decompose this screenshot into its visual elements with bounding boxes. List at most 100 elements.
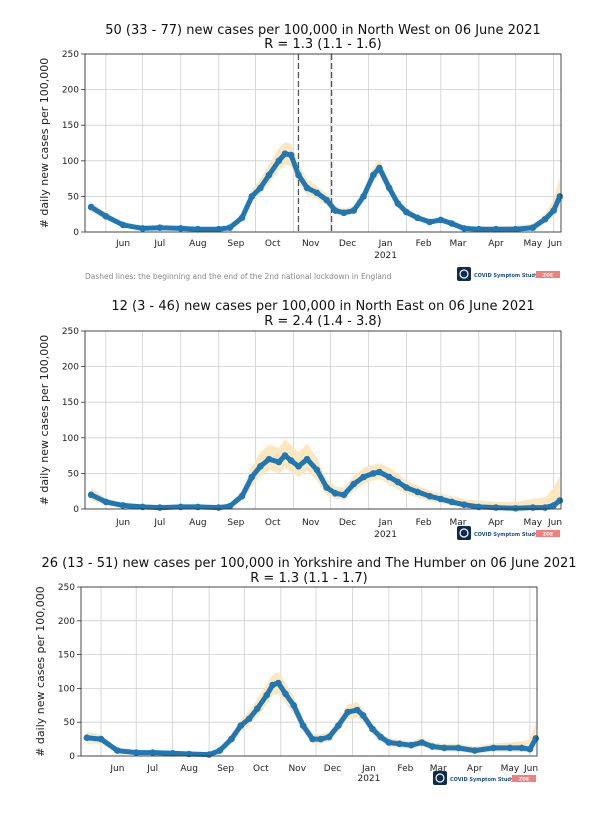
data-point: [303, 455, 311, 463]
x-tick-label: Oct: [265, 239, 281, 249]
y-tick-label: 200: [62, 363, 79, 373]
data-point: [414, 488, 421, 496]
x-tick-label: Aug: [180, 764, 198, 774]
data-point: [323, 484, 331, 491]
data-point: [257, 463, 264, 470]
covid-symptom-study-logo: COVID Symptom Study ZOE: [433, 771, 536, 785]
x-year-label: 2021: [374, 251, 397, 261]
data-point: [299, 722, 307, 729]
plot-frame: [80, 586, 538, 757]
data-point: [303, 184, 311, 192]
y-tick-label: 200: [62, 86, 79, 96]
data-point: [228, 735, 235, 743]
logo-icon-ring: [459, 528, 469, 538]
data-point: [532, 735, 540, 742]
data-point: [290, 702, 298, 709]
data-point: [541, 504, 549, 511]
data-point: [281, 150, 289, 157]
plot-area: [81, 587, 537, 756]
data-point: [97, 735, 105, 743]
zoe-badge-label: ZOE: [543, 273, 553, 279]
x-tick-label: Jul: [153, 239, 165, 249]
x-tick-label: Jun: [115, 239, 130, 249]
data-point: [102, 213, 110, 220]
data-point: [275, 458, 283, 466]
data-point: [149, 749, 156, 756]
x-tick-label: Feb: [416, 239, 432, 249]
data-point: [426, 218, 434, 226]
data-point: [492, 504, 500, 511]
x-tick-label: Sep: [217, 764, 234, 774]
data-point: [396, 740, 403, 748]
y-tick-label: 100: [62, 157, 79, 167]
chart-subtitle: R = 2.4 (1.4 - 3.8): [264, 314, 381, 329]
data-point: [359, 712, 367, 719]
x-tick-label: Apr: [488, 239, 504, 249]
data-point: [216, 747, 223, 754]
data-point: [490, 744, 497, 752]
chart-title: 12 (3 - 46) new cases per 100,000 in Nor…: [111, 299, 534, 314]
data-point: [518, 744, 525, 752]
plot-frame: [84, 330, 562, 510]
data-point: [556, 193, 564, 200]
data-point: [257, 184, 264, 192]
data-point: [429, 743, 436, 750]
y-tick-label: 100: [58, 684, 75, 694]
data-point: [265, 455, 273, 463]
data-point: [360, 193, 367, 200]
data-point: [194, 225, 202, 233]
logo-text: COVID Symptom Study: [474, 273, 539, 279]
y-tick-label: 0: [69, 752, 75, 762]
x-year-label: 2021: [374, 530, 397, 540]
y-tick-label: 200: [58, 617, 75, 627]
zoe-badge: [536, 530, 560, 537]
data-point: [448, 498, 456, 506]
data-point: [376, 164, 383, 172]
footnote: Dashed lines: the beginning and the end …: [85, 272, 392, 281]
data-point: [340, 491, 348, 499]
chart-title: 26 (13 - 51) new cases per 100,000 in Yo…: [41, 556, 576, 571]
data-point: [370, 470, 377, 477]
data-point: [370, 171, 377, 179]
zoe-badge-label: ZOE: [519, 777, 529, 783]
logo-text: COVID Symptom Study: [474, 532, 539, 538]
y-tick-label: 100: [62, 434, 79, 444]
data-point: [506, 744, 514, 752]
data-point: [281, 452, 289, 459]
data-point: [287, 151, 295, 159]
data-point: [253, 705, 261, 712]
data-point: [440, 744, 448, 752]
data-point: [295, 463, 302, 470]
data-point: [114, 747, 121, 754]
data-point: [376, 468, 383, 476]
data-point: [295, 171, 302, 179]
data-point: [350, 207, 358, 214]
data-point: [332, 490, 339, 497]
x-tick-label: May: [523, 518, 542, 528]
plot-frame: [84, 53, 562, 233]
data-point: [313, 189, 321, 197]
logo-icon: [457, 526, 471, 540]
logo-text: COVID Symptom Study: [450, 777, 515, 783]
data-point: [492, 225, 500, 233]
data-point: [215, 504, 222, 511]
covid-symptom-study-logo: COVID Symptom Study ZOE: [457, 526, 560, 540]
chart-title: 50 (33 - 77) new cases per 100,000 in No…: [105, 23, 541, 38]
logo-icon: [457, 267, 471, 281]
x-tick-label: Nov: [302, 239, 320, 249]
x-tick-label: Jun: [523, 764, 538, 774]
data-point: [394, 200, 402, 207]
x-tick-label: Nov: [302, 518, 320, 528]
data-point: [529, 224, 537, 231]
data-point: [238, 214, 246, 222]
x-tick-label: Jun: [115, 518, 130, 528]
data-point: [226, 224, 234, 231]
data-point: [119, 502, 127, 509]
y-tick-label: 50: [64, 718, 76, 728]
x-tick-label: Dec: [339, 239, 356, 249]
data-point: [102, 498, 110, 506]
data-point: [360, 473, 367, 481]
data-point: [269, 681, 276, 689]
data-point: [403, 484, 410, 491]
